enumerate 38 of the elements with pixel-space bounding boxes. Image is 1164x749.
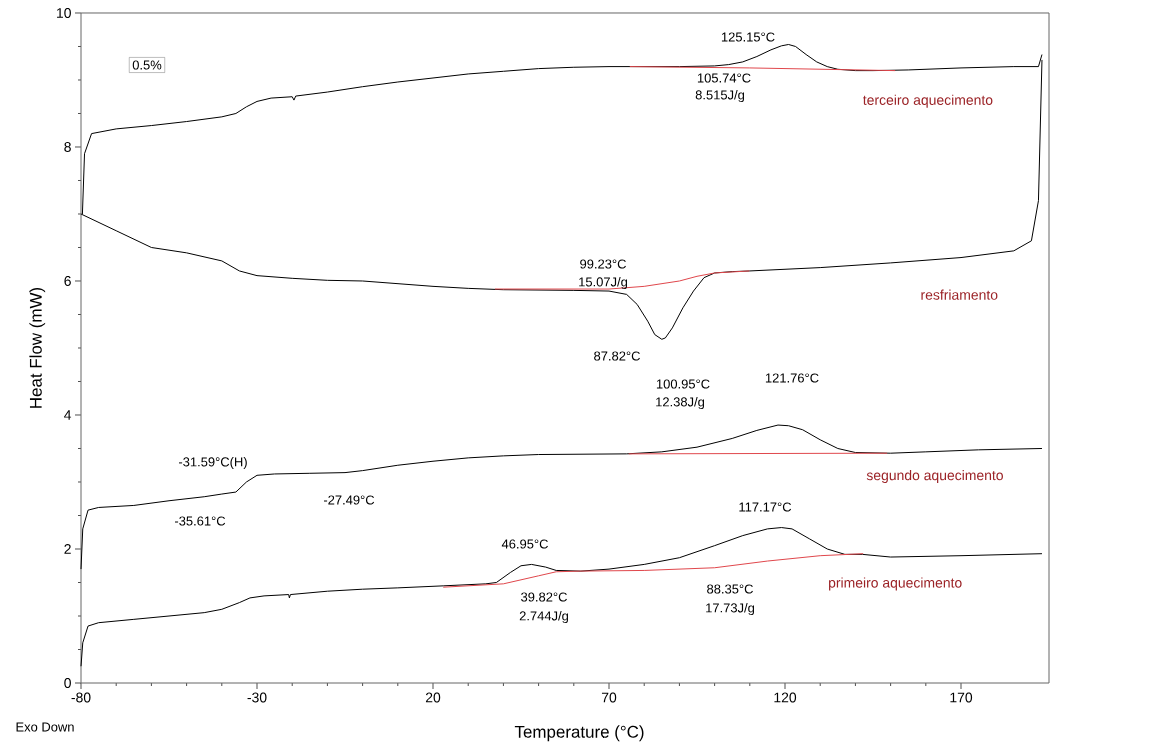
annotation: 12.38J/g (656, 396, 705, 410)
y-tick-label: 6 (64, 276, 71, 286)
x-tick-label: -30 (247, 692, 267, 703)
y-tick-label: 8 (64, 142, 71, 152)
series-label: terceiro aquecimento (863, 94, 993, 108)
annotation: 2.744J/g (519, 610, 569, 624)
y-tick-label: 2 (64, 544, 71, 554)
annotation: 15.07J/g (579, 276, 628, 290)
annotation: 39.82°C (521, 592, 567, 602)
series-label: segundo aquecimento (866, 470, 1003, 483)
annotation: 87.82°C (594, 351, 640, 361)
x-axis-title: Temperature (°C) (514, 725, 644, 742)
text: resfriamento (921, 289, 998, 300)
annotation: 105.74°C (697, 73, 751, 83)
x-tick-label: 170 (950, 692, 973, 703)
annotation: -27.49°C (323, 495, 375, 505)
y-tick-label: 10 (57, 8, 71, 18)
y-tick-label: 4 (64, 410, 72, 420)
annotation: -31.59°C(H) (178, 456, 247, 470)
annotation: 117.17°C (739, 502, 792, 512)
annotation: 8.515J/g (695, 89, 745, 103)
annotation: -35.61°C (174, 516, 226, 526)
annotation: 0.5% (132, 60, 162, 70)
annotation: 100.95°C (656, 379, 710, 389)
annotation: 99.23°C (580, 259, 626, 269)
text: Exo Down (16, 722, 74, 732)
y-axis-title: Heat Flow (mW) (29, 287, 46, 408)
x-tick-label: 120 (774, 692, 797, 703)
annotation: 88.35°C (707, 584, 753, 594)
annotation: 17.73J/g (706, 602, 755, 616)
x-tick-label: -80 (71, 692, 91, 703)
annotation: 121.76°C (765, 373, 819, 383)
series-label: primeiro aquecimento (829, 577, 962, 591)
y-tick-label: 0 (64, 678, 71, 688)
annotation: 125.15°C (721, 32, 775, 42)
x-tick-label: 20 (425, 692, 441, 703)
annotation: 46.95°C (501, 539, 548, 549)
x-tick-label: 70 (601, 692, 617, 703)
